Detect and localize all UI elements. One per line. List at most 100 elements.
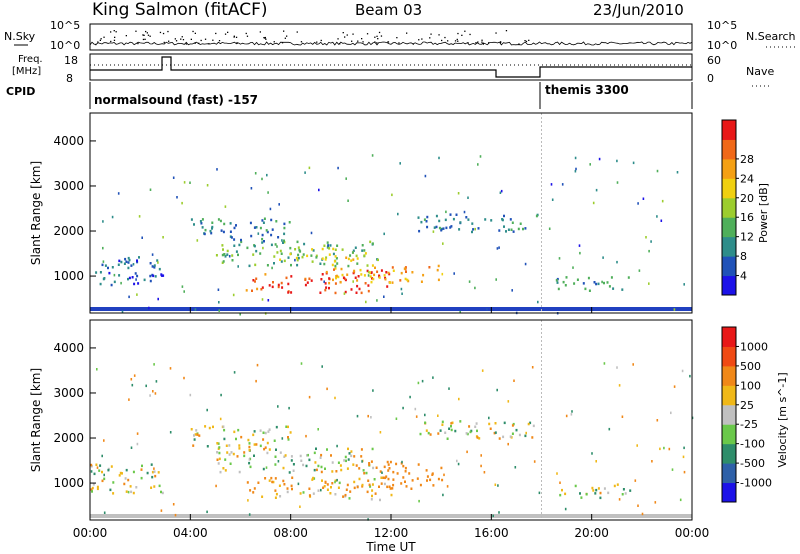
n-search-point [380,35,383,37]
data-cell [332,247,335,251]
scatter-cell [589,163,591,166]
n-search-point [168,40,170,42]
data-cell [459,420,462,423]
data-cell [387,463,390,466]
data-cell [419,483,422,487]
scatter-cell [153,363,155,366]
scatter-cell [418,499,420,503]
data-cell [450,428,453,432]
scatter-cell [379,431,382,434]
data-cell [312,492,315,495]
n-search-point [115,31,117,33]
data-cell [331,482,334,485]
data-cell [136,274,139,278]
data-cell [371,489,374,492]
data-cell [240,238,242,242]
colorbar-segment [722,236,736,257]
n-search-point [477,41,479,43]
data-cell [348,452,351,455]
data-cell [151,470,154,474]
data-cell [230,451,233,454]
scatter-cell [558,257,561,260]
data-cell [332,278,334,282]
data-cell [221,244,224,247]
data-cell [363,249,366,252]
data-cell [286,487,289,490]
scatter-cell [304,171,306,174]
data-cell [125,260,128,263]
scatter-cell [102,260,105,263]
x-tick-label: 00:00 [675,526,710,540]
data-cell [204,228,207,232]
data-cell [437,477,440,481]
data-cell [503,214,505,218]
plot-title: King Salmon (fitACF) [92,0,268,20]
n-search-point [421,38,423,40]
data-cell [289,431,292,434]
data-cell [280,252,283,255]
data-cell [109,488,112,492]
data-cell [334,248,337,251]
scatter-cell [343,292,346,295]
n-search-point [146,32,148,34]
n-search-point [114,36,116,38]
n-search-point [316,41,318,43]
data-cell [230,236,233,239]
x-axis-ticks: 00:00 04:00 08:00 12:00 16:00 20:00 00:00 [73,307,710,540]
data-cell [501,218,504,222]
data-cell [522,227,524,231]
data-cell [366,269,369,273]
data-cell [250,234,253,238]
data-cell [255,443,258,446]
noise-right-tick-low: 10^0 [707,39,737,52]
n-search-point [182,39,185,41]
n-search-point [430,33,432,35]
data-cell [425,220,428,223]
scatter-cell [128,398,130,401]
colorbar-tick-label: 1000 [740,340,768,353]
data-cell [243,451,246,454]
data-cell [354,246,357,249]
data-cell [96,487,99,491]
scatter-cell [645,236,647,239]
data-cell [361,249,364,252]
data-cell [490,219,493,222]
data-cell [321,273,324,276]
n-search-point [194,32,196,34]
data-cell [336,244,339,247]
scatter-cell [579,251,581,255]
data-cell [222,260,225,263]
data-cell [360,455,363,458]
scatter-cell [466,450,468,454]
colorbar-tick-label: 28 [740,153,754,166]
scatter-cell [136,293,138,296]
data-cell [341,273,344,277]
data-cell [212,425,214,429]
data-cell [369,240,372,244]
data-cell [283,259,286,263]
data-cell [134,272,137,275]
colorbar-tick-label: 12 [740,231,754,244]
data-cell [511,221,514,224]
scatter-cell [474,227,476,231]
data-cell [271,228,274,231]
n-search-point [457,32,459,35]
data-cell [410,487,413,490]
scatter-cell [400,287,403,291]
data-cell [95,271,98,274]
data-cell [140,468,143,471]
data-cell [271,480,274,484]
scatter-cell [136,432,139,435]
scatter-cell [442,493,444,497]
data-cell [280,281,283,285]
data-cell [341,248,344,251]
data-cell [329,492,332,495]
data-cell [289,246,292,250]
y-tick-label: 3000 [53,386,84,400]
data-cell [255,249,258,253]
n-sky-label: N.Sky [4,30,36,43]
scatter-cell [267,299,270,302]
scatter-cell [511,289,513,292]
scatter-cell [671,468,674,471]
y-tick-label: 2000 [53,431,84,445]
